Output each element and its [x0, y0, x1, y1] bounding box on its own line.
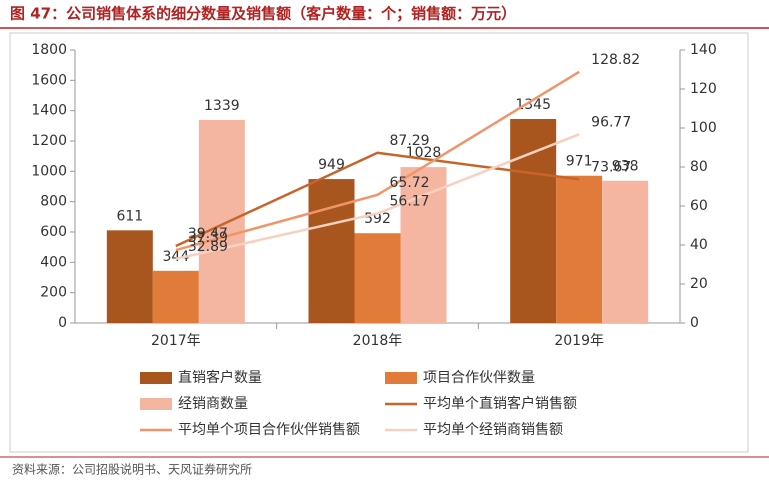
legend-label: 平均单个项目合作伙伴销售额	[178, 422, 360, 438]
legend-swatch	[140, 372, 172, 384]
legend-label: 项目合作伙伴数量	[423, 370, 535, 386]
bar	[198, 119, 245, 323]
line-value-label: 96.77	[591, 114, 631, 130]
y2-tick-label: 20	[690, 276, 708, 292]
y2-tick-label: 80	[690, 159, 708, 175]
bar	[400, 167, 447, 323]
y2-tick-label: 0	[690, 315, 699, 331]
bar	[308, 179, 355, 323]
bar-value-label: 971	[566, 154, 593, 170]
line-value-label: 56.17	[390, 193, 430, 209]
y-tick-label: 1000	[31, 163, 67, 179]
bar	[510, 119, 557, 323]
line-value-label: 37.39	[188, 230, 228, 246]
line	[175, 70, 580, 252]
bar	[602, 180, 649, 323]
y-tick-label: 600	[40, 224, 67, 240]
bar	[556, 175, 603, 323]
x-tick-label: 2019年	[554, 333, 604, 349]
y-tick-label: 800	[40, 194, 67, 210]
bar-value-label: 938	[612, 159, 639, 175]
legend-label: 平均单个经销商销售额	[423, 422, 563, 438]
bar-value-label: 344	[162, 249, 189, 265]
line-value-label: 32.89	[188, 239, 228, 255]
line	[175, 151, 580, 248]
y-tick-label: 1600	[31, 72, 67, 88]
bar-value-label: 1345	[515, 97, 551, 113]
y-tick-label: 1800	[31, 42, 67, 58]
y-tick-label: 400	[40, 254, 67, 270]
bar-value-label: 611	[116, 208, 143, 224]
line-value-label: 73.67	[591, 159, 631, 175]
chart-title: 图 47：公司销售体系的细分数量及销售额（客户数量：个；销售额：万元）	[10, 5, 516, 23]
legend-label: 平均单个直销客户销售额	[423, 395, 577, 412]
legend-swatch	[385, 372, 417, 384]
y2-tick-label: 120	[690, 81, 717, 97]
bar	[152, 270, 199, 323]
y2-tick-label: 140	[690, 42, 717, 58]
chart-frame	[9, 32, 749, 453]
legend-swatch	[140, 398, 172, 410]
y-tick-label: 0	[58, 315, 67, 331]
y-tick-label: 1200	[31, 133, 67, 149]
line-value-label: 128.82	[591, 52, 640, 68]
y2-tick-label: 100	[690, 120, 717, 136]
source: 资料来源：公司招股说明书、天风证券研究所	[12, 462, 252, 477]
x-tick-label: 2017年	[151, 333, 201, 349]
y2-tick-label: 40	[690, 237, 708, 253]
line	[175, 133, 580, 261]
legend-label: 经销商数量	[178, 396, 248, 412]
bar-value-label: 1339	[204, 98, 240, 114]
bar	[106, 230, 153, 323]
legend-label: 直销客户数量	[178, 369, 262, 386]
line-value-label: 65.72	[390, 175, 430, 191]
bar-value-label: 949	[318, 157, 345, 173]
bar	[354, 233, 401, 323]
x-tick-label: 2018年	[353, 333, 403, 349]
y-tick-label: 1400	[31, 103, 67, 119]
y-tick-label: 200	[40, 285, 67, 301]
y2-tick-label: 60	[690, 198, 708, 214]
line-value-label: 87.29	[390, 133, 430, 149]
